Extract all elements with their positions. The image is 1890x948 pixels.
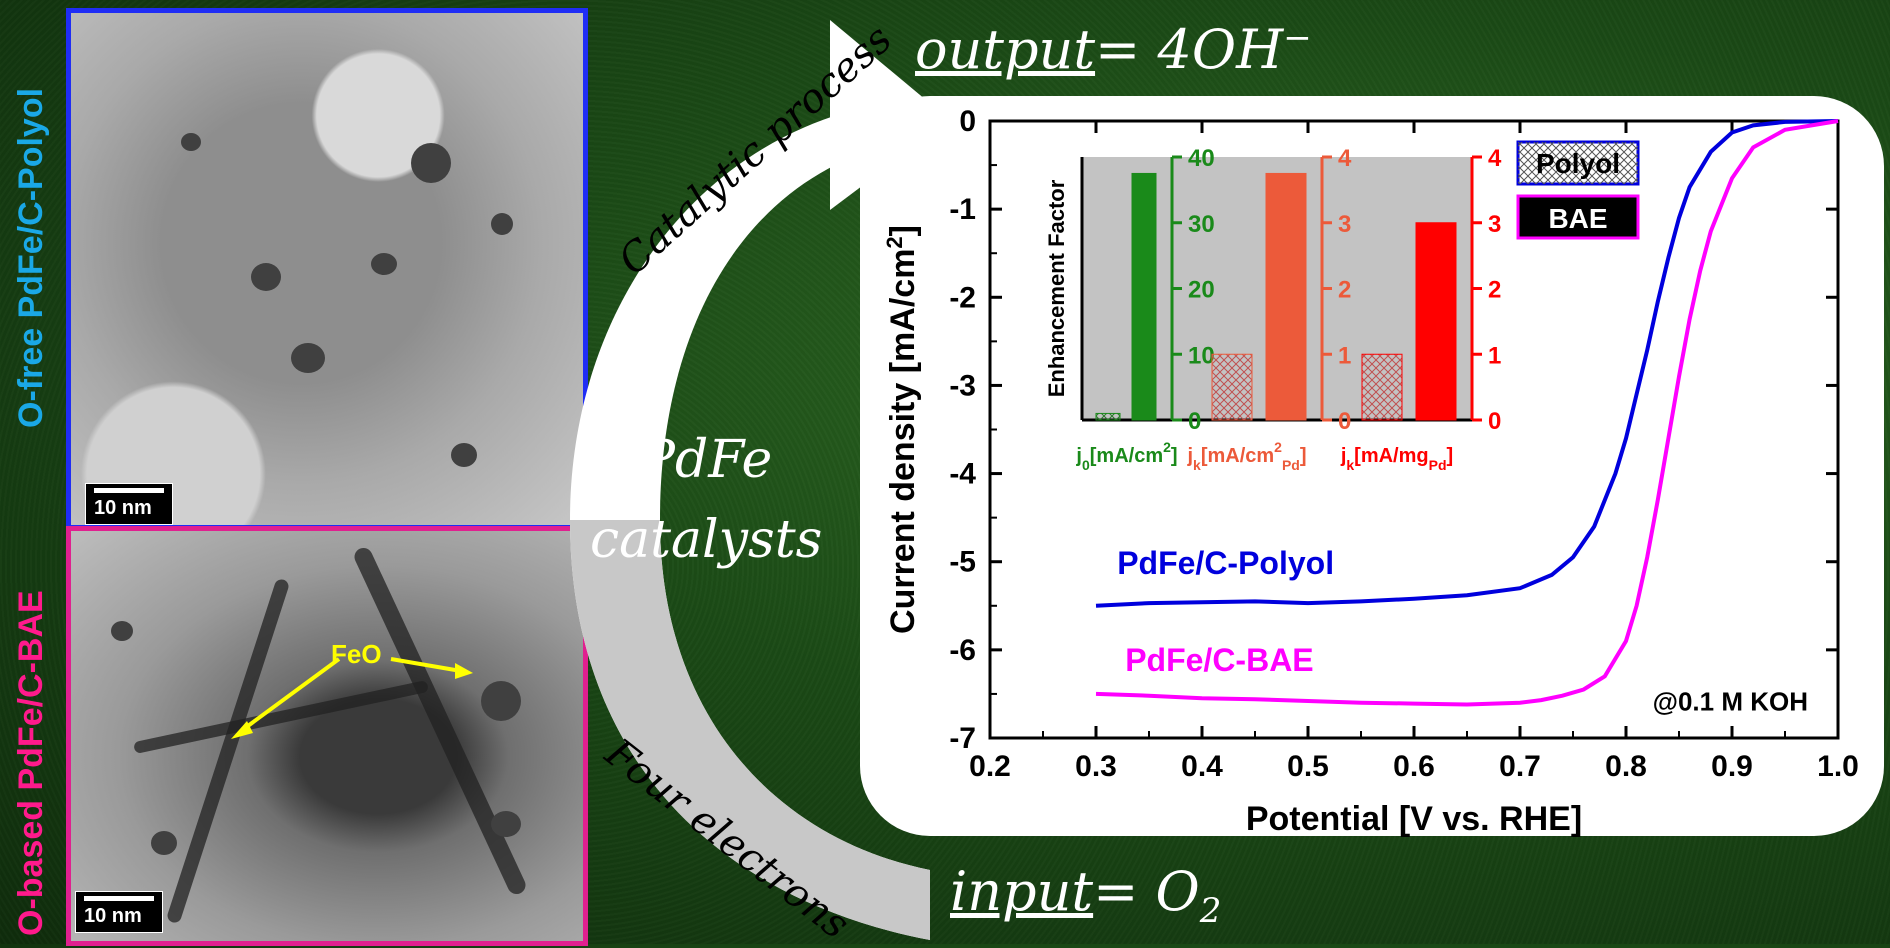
catalyst-label-line2: catalysts <box>590 510 823 570</box>
inset-x-label: jk[mA/mgPd] <box>1340 445 1453 473</box>
feo-label: FeO <box>331 639 382 669</box>
scale-bar-top: 10 nm <box>85 483 173 525</box>
y-tick-label: -7 <box>949 722 976 755</box>
y-tick-label: -6 <box>949 634 976 667</box>
inset-tick-label: 20 <box>1188 277 1215 304</box>
inset-bar-bae <box>1265 172 1307 421</box>
electrolyte-annotation: @0.1 M KOH <box>1653 686 1808 716</box>
series-label-bae: PdFe/C-BAE <box>1125 642 1313 678</box>
scale-bar-bottom: 10 nm <box>75 891 163 933</box>
y-tick-label: -5 <box>949 546 976 579</box>
tem-image-polyol: 10 nm <box>66 8 588 530</box>
x-tick-label: 0.8 <box>1605 750 1647 783</box>
inset-tick-label: 4 <box>1488 145 1502 172</box>
legend-hatch-polyol <box>1518 142 1638 184</box>
legend-label-bae: BAE <box>1548 203 1607 234</box>
inset-x-label: jk[mA/cm2Pd] <box>1186 439 1306 473</box>
inset-tick-label: 2 <box>1488 277 1501 304</box>
inset-tick-label: 3 <box>1488 211 1501 238</box>
inset-tick-label: 3 <box>1338 211 1351 238</box>
y-tick-label: -3 <box>949 369 976 402</box>
input-label: input= O2 <box>950 860 1222 931</box>
legend-label-polyol: Polyol <box>1536 148 1620 179</box>
x-axis-label: Potential [V vs. RHE] <box>1246 800 1582 838</box>
x-tick-label: 0.3 <box>1075 750 1117 783</box>
inset-bar-bae <box>1131 172 1157 421</box>
inset-tick-label: 2 <box>1338 277 1351 304</box>
inset-tick-label: 4 <box>1338 145 1352 172</box>
x-tick-label: 0.6 <box>1393 750 1435 783</box>
inset-tick-label: 1 <box>1488 342 1501 369</box>
inset-tick-label: 0 <box>1188 408 1201 435</box>
x-tick-label: 0.4 <box>1181 750 1223 783</box>
inset-tick-label: 10 <box>1188 342 1215 369</box>
y-axis-label: Current density [mA/cm2] <box>882 225 922 634</box>
inset-tick-label: 0 <box>1338 408 1351 435</box>
inset-bar-polyol <box>1361 353 1403 421</box>
inset-tick-label: 30 <box>1188 211 1215 238</box>
inset-tick-label: 40 <box>1188 145 1215 172</box>
y-tick-label: -2 <box>949 281 976 314</box>
inset-y-label: Enhancement Factor <box>1044 179 1069 397</box>
series-label-polyol: PdFe/C-Polyol <box>1117 545 1334 581</box>
catalyst-label-line1: PdFe <box>640 430 773 490</box>
tem-image-bae: FeO 10 nm <box>66 526 588 946</box>
inset-tick-label: 1 <box>1338 342 1351 369</box>
x-tick-label: 1.0 <box>1817 750 1859 783</box>
x-tick-label: 0.9 <box>1711 750 1753 783</box>
inset-x-label: j0[mA/cm2] <box>1075 439 1177 473</box>
x-tick-label: 0.7 <box>1499 750 1541 783</box>
feo-arrows <box>231 657 473 739</box>
y-tick-label: 0 <box>959 105 976 138</box>
inset-bar-polyol <box>1211 353 1253 421</box>
y-tick-label: -1 <box>949 193 976 226</box>
series-line-polyol <box>1095 119 1839 608</box>
inset-tick-label: 0 <box>1488 408 1501 435</box>
x-tick-label: 0.2 <box>969 750 1011 783</box>
series-line-bae <box>1095 119 1839 707</box>
inset-bar-bae <box>1415 222 1457 421</box>
legend-swatch-bae <box>1516 194 1640 240</box>
inset-bar-polyol <box>1095 412 1121 421</box>
y-tick-label: -4 <box>949 458 976 491</box>
output-label: output= 4OH− <box>915 18 1312 81</box>
x-tick-label: 0.5 <box>1287 750 1329 783</box>
